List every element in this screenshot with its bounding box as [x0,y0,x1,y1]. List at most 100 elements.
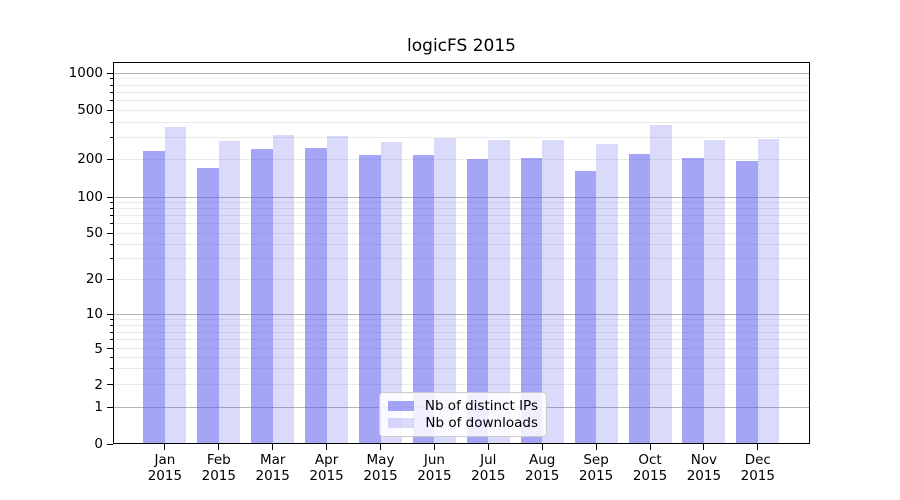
gridline-minor [113,121,810,123]
x-tick-year: 2015 [686,468,722,484]
bar-distinct-ips [251,148,273,444]
gridline-minor [113,368,810,370]
y-tick [107,72,113,74]
y-minor-tick [110,215,113,217]
y-minor-tick [110,78,113,80]
y-tick [107,109,113,111]
y-tick-label: 2 [94,376,103,393]
y-minor-tick [110,258,113,260]
x-tick [757,444,759,450]
x-tick [218,444,220,450]
x-tick-label: Nov 2015 [676,452,732,484]
x-tick-year: 2015 [471,468,506,484]
gridline-minor [113,91,810,93]
y-tick [107,406,113,408]
gridline-minor [113,331,810,333]
gridline-minor [113,319,810,321]
x-tick [703,444,705,450]
gridline-minor [113,223,810,225]
y-minor-tick [110,324,113,326]
x-tick-year: 2015 [578,468,614,484]
y-minor-tick [110,339,113,341]
gridline-minor [113,78,810,80]
bar-downloads [434,137,456,444]
x-tick [433,444,435,450]
y-minor-tick [110,368,113,370]
y-tick [107,348,113,350]
x-tick [164,444,166,450]
y-tick [107,278,113,280]
x-tick-year: 2015 [363,468,398,484]
legend-item-downloads: Nb of downloads [388,415,538,433]
x-tick-label: Jun 2015 [406,452,462,484]
legend-swatch-distinct-ips [388,400,414,411]
gridline-minor [113,137,810,139]
x-tick [595,444,597,450]
bar-distinct-ips [143,150,165,444]
y-tick [107,196,113,198]
legend-label-distinct-ips: Nb of distinct IPs [424,397,538,414]
y-tick-label: 1000 [68,65,103,82]
y-minor-tick [110,121,113,123]
x-tick-year: 2015 [255,468,290,484]
y-tick-label: 500 [77,102,103,119]
gridline-minor [113,109,810,111]
gridline-minor [113,215,810,217]
y-tick-label: 100 [77,189,103,206]
legend-label-downloads: Nb of downloads [425,415,538,432]
y-tick [107,443,113,445]
bar-distinct-ips [359,154,381,444]
y-tick-label: 10 [85,306,103,323]
gridline-minor [113,278,810,280]
y-tick-label: 5 [94,340,103,357]
y-tick-label: 0 [94,436,103,452]
bar-downloads [326,135,349,444]
gridline-minor [113,348,810,350]
bar-distinct-ips [305,147,327,444]
gridline-minor [113,100,810,102]
y-minor-tick [110,319,113,321]
x-tick-label: Oct 2015 [622,452,678,484]
bar-distinct-ips [466,159,489,444]
y-minor-tick [110,208,113,210]
bar-distinct-ips [520,157,543,444]
bar-downloads [164,126,187,444]
y-tick [107,313,113,315]
gridline-minor [113,208,810,210]
x-tick-label: Jan 2015 [137,452,193,484]
y-minor-tick [110,357,113,359]
y-minor-tick [110,202,113,204]
legend-item-distinct-ips: Nb of distinct IPs [388,397,538,415]
x-tick [487,444,489,450]
x-tick-year: 2015 [309,468,344,484]
x-tick [541,444,543,450]
x-tick-label: Mar 2015 [245,452,301,484]
bar-distinct-ips [736,160,758,444]
x-tick-year: 2015 [201,468,236,484]
bar-downloads [703,140,726,444]
bar-downloads [488,139,510,444]
bar-distinct-ips [682,157,704,444]
y-tick-label: 50 [85,225,103,242]
x-tick-year: 2015 [417,468,452,484]
gridline-major [113,72,810,74]
x-tick [380,444,381,450]
legend: Nb of distinct IPs Nb of downloads [379,392,547,437]
gridline-minor [113,232,810,234]
y-minor-tick [110,223,113,225]
gridline-minor [113,324,810,326]
x-tick-label: May 2015 [353,452,409,484]
bar-downloads [596,144,618,444]
gridline-minor [113,258,810,260]
gridline-minor [113,357,810,359]
y-minor-tick [110,137,113,139]
gridline-major [113,313,810,315]
y-tick-label: 1 [94,399,103,416]
x-tick-label: Aug 2015 [514,452,570,484]
x-tick-label: Jul 2015 [460,452,516,484]
x-tick-label: Dec 2015 [730,452,786,484]
y-minor-tick [110,331,113,333]
x-tick [326,444,328,450]
